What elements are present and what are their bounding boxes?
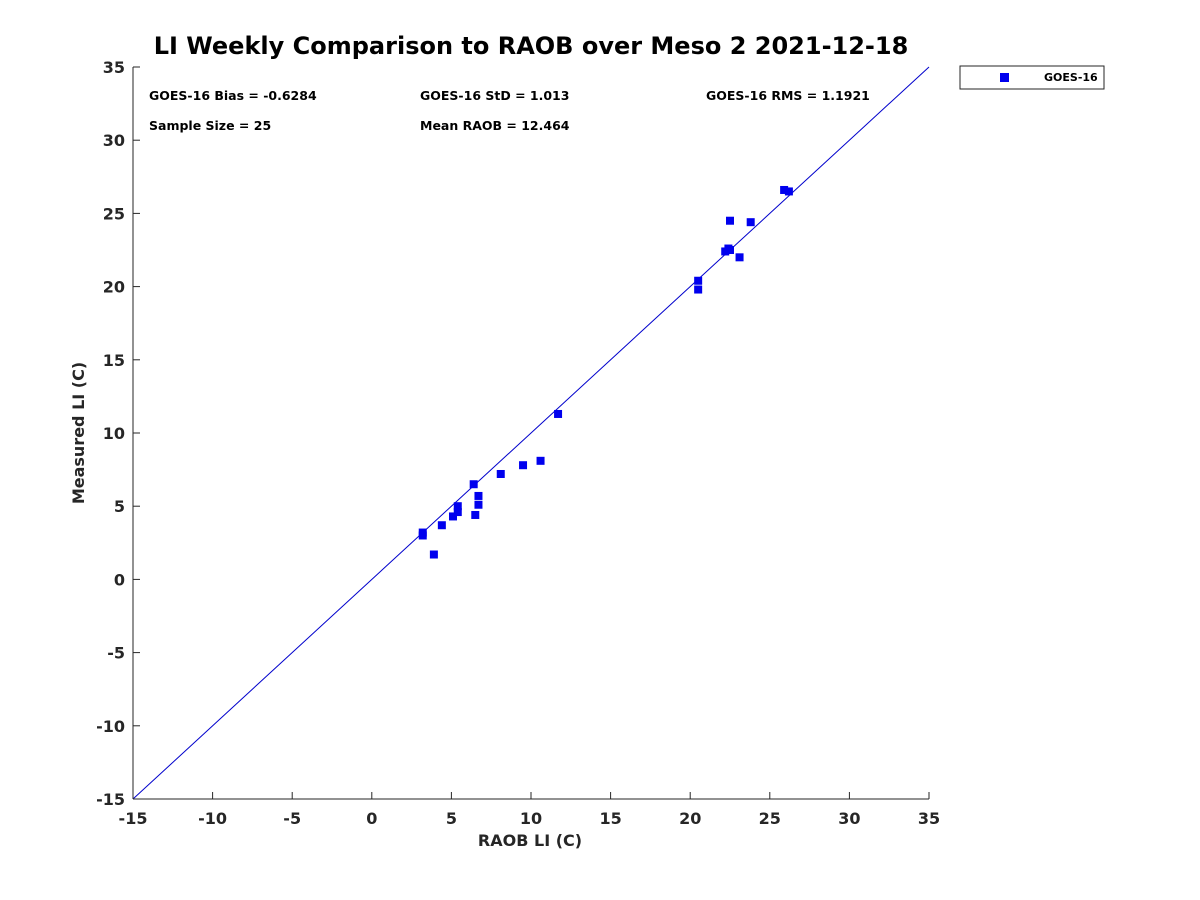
x-tick-label: 15 [599,809,621,828]
x-tick-label: 0 [366,809,377,828]
legend-label: GOES-16 [1044,71,1098,84]
y-tick-label: 5 [114,497,125,516]
legend-box [959,65,1105,90]
data-point [471,510,480,519]
y-tick-group: -15 -10 -5 0 5 10 15 20 25 30 35 [96,58,140,809]
x-tick-label: -10 [198,809,227,828]
y-tick-label: 35 [103,58,125,77]
x-axis-label: RAOB LI (C) [478,831,582,850]
data-point [784,187,793,196]
data-point [694,285,703,294]
data-point [735,253,744,262]
data-point [726,216,734,225]
data-point [694,276,703,285]
x-tick-label: 35 [918,809,940,828]
x-tick-label: 25 [759,809,781,828]
stat-rms: GOES-16 RMS = 1.1921 [706,88,870,103]
data-point [429,550,438,559]
y-tick-label: 20 [103,278,125,297]
y-tick-label: 30 [103,131,125,150]
data-point [496,469,505,478]
x-tick-label: -15 [119,809,148,828]
data-point [724,244,733,253]
data-point [519,461,528,470]
legend-marker-square-icon [1000,73,1009,82]
y-tick-label: -5 [107,644,125,663]
data-point [746,218,755,227]
data-point [474,491,483,500]
data-point [536,456,545,465]
data-point [453,508,462,517]
y-axis-label: Measured LI (C) [69,362,88,504]
data-point [453,502,462,511]
y-tick-label: 25 [103,204,125,223]
x-tick-label: 30 [838,809,860,828]
data-point [554,409,563,418]
stats-annotations: GOES-16 Bias = -0.6284 GOES-16 StD = 1.0… [149,88,870,133]
y-tick-label: -10 [96,717,125,736]
stat-bias: GOES-16 Bias = -0.6284 [149,88,317,103]
x-tick-label: 5 [446,809,457,828]
data-point [469,480,478,489]
data-point [780,185,789,194]
legend: GOES-16 [959,65,1105,90]
x-tick-label: -5 [283,809,301,828]
stat-std: GOES-16 StD = 1.013 [420,88,569,103]
y-tick-label: 15 [103,351,125,370]
y-tick-label: 10 [103,424,125,443]
data-point [418,531,427,540]
stat-sample-size: Sample Size = 25 [149,118,271,133]
chart-title: LI Weekly Comparison to RAOB over Meso 2… [154,32,909,60]
data-point [474,500,483,509]
x-tick-label: 10 [520,809,542,828]
reference-line [132,66,930,800]
x-tick-label: 20 [679,809,701,828]
data-point [448,512,457,521]
y-tick-label: 0 [114,570,125,589]
reference-line-group [132,66,930,800]
y-tick-label: -15 [96,790,125,809]
stat-mean-raob: Mean RAOB = 12.464 [420,118,570,133]
x-tick-group: -15 -10 -5 0 5 10 15 20 25 30 35 [119,792,940,828]
data-points [418,185,793,559]
data-point [437,521,446,530]
